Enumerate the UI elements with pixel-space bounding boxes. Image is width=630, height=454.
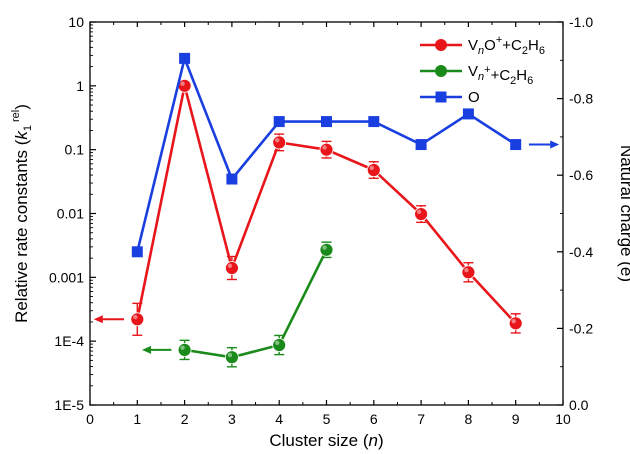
data-point (131, 246, 143, 258)
legend-marker (435, 91, 447, 103)
legend-label: Vn++C2H6 (468, 63, 533, 87)
data-point (461, 265, 476, 280)
y-right-tick-label: -1.0 (569, 14, 593, 30)
series-layer (130, 52, 523, 368)
y-axis-left-title: Relative rate constants (k1rel) (10, 104, 34, 323)
y-left-tick-label: 0.01 (57, 206, 84, 222)
data-point (414, 207, 429, 221)
legend: VnO++C2H6 Vn++C2H6 O (420, 34, 545, 106)
x-tick-label: 10 (555, 411, 571, 427)
data-point (415, 139, 427, 151)
data-point (319, 142, 334, 157)
data-point-highlight (275, 340, 280, 346)
y-left-tick-label: 0.001 (49, 269, 84, 285)
data-point (368, 116, 380, 128)
y-left-tick-label: 1E-5 (54, 397, 84, 413)
data-point (321, 116, 332, 128)
data-point-highlight (322, 245, 327, 250)
data-point (226, 173, 238, 185)
y-right-tick-label: -0.2 (569, 320, 593, 336)
green-series-axis-arrow-head (142, 345, 152, 354)
data-point (179, 52, 191, 64)
y-left-tick-label: 10 (68, 14, 84, 30)
y-left-tick-label: 0.1 (65, 142, 85, 158)
series-1 (177, 241, 334, 368)
axis-arrows (93, 140, 560, 354)
x-tick-label: 4 (275, 411, 283, 427)
legend-marker (435, 65, 447, 77)
x-tick-label: 8 (465, 411, 473, 427)
y-right-tick-label: 0.0 (569, 397, 589, 413)
series-2 (131, 52, 522, 258)
x-tick-label: 6 (370, 411, 378, 427)
x-tick-label: 5 (323, 411, 331, 427)
x-tick-label: 9 (512, 411, 520, 427)
data-point-highlight (369, 165, 374, 171)
data-point (224, 350, 239, 365)
data-point-highlight (133, 314, 138, 320)
data-point (510, 139, 522, 151)
data-point-highlight (275, 137, 280, 143)
y-axis-left: 1E-5 1E-4 0.001 0.01 0.1 1 10 (49, 14, 96, 413)
data-point-highlight (322, 145, 327, 150)
data-point (319, 242, 334, 257)
x-tick-label: 1 (133, 411, 141, 427)
data-point-highlight (227, 263, 233, 269)
data-point (462, 108, 474, 120)
data-point (130, 312, 145, 327)
red-series-axis-arrow-head (93, 315, 103, 324)
data-point (273, 116, 285, 128)
x-tick-label: 7 (417, 411, 425, 427)
data-point (177, 342, 192, 357)
y-axis-right-title: Natural charge (e) (617, 145, 630, 282)
data-point (272, 135, 287, 150)
data-point-highlight (180, 81, 185, 86)
y-axis-right: 0.0 -0.2 -0.4 -0.6 -0.8 -1.0 (557, 14, 593, 413)
x-axis: 0 1 2 3 4 5 6 7 8 9 10 (86, 22, 571, 427)
legend-label: VnO++C2H6 (468, 34, 545, 57)
y-right-tick-label: -0.8 (569, 91, 593, 107)
data-point-highlight (416, 209, 422, 215)
y-left-tick-label: 1 (76, 78, 84, 94)
y-left-tick-label: 1E-4 (54, 333, 84, 349)
data-point-highlight (511, 318, 516, 324)
x-tick-label: 0 (86, 411, 94, 427)
data-point (508, 316, 523, 331)
x-axis-title: Cluster size (n) (269, 431, 383, 450)
data-point-highlight (464, 267, 469, 273)
series-line (184, 249, 328, 359)
x-tick-label: 3 (228, 411, 236, 427)
data-point (224, 261, 239, 275)
data-point-highlight (227, 352, 233, 358)
data-point (272, 338, 287, 352)
data-point-highlight (180, 345, 185, 350)
y-right-tick-label: -0.6 (569, 167, 593, 183)
y-right-tick-label: -0.4 (569, 244, 593, 260)
legend-label: O (468, 89, 480, 106)
data-point (366, 163, 381, 177)
blue-series-axis-arrow-head (550, 140, 560, 149)
x-tick-label: 2 (181, 411, 189, 427)
legend-marker (435, 39, 447, 51)
